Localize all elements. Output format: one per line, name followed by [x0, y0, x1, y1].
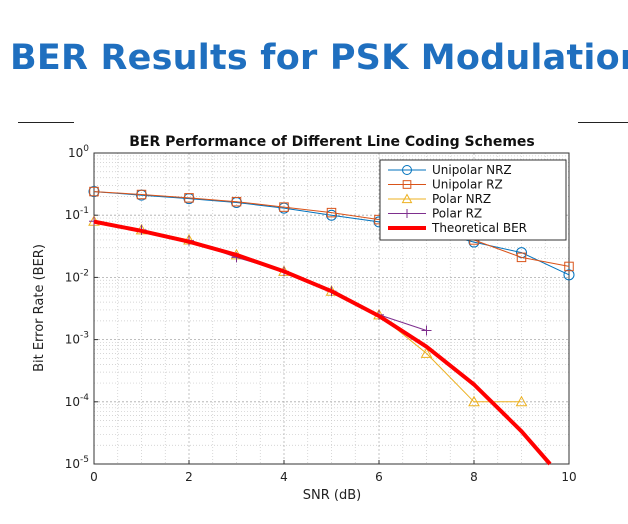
legend-item: Unipolar NRZ — [388, 163, 512, 177]
plot-frame — [93, 152, 570, 465]
y-tick-label: 10-5 — [65, 455, 89, 471]
y-tick-label: 100 — [68, 144, 89, 160]
legend-label: Theoretical BER — [431, 221, 527, 235]
title-divider-right — [578, 122, 628, 123]
data-point — [515, 395, 528, 407]
data-point — [564, 261, 574, 272]
y-tick-label: 10-4 — [65, 393, 90, 409]
x-axis-label: SNR (dB) — [303, 488, 361, 503]
x-tick-label: 4 — [280, 470, 288, 484]
ticks: 0 2 4 6 8 10 100 10-1 10-2 10-3 10-4 10-5 — [65, 144, 577, 484]
data-point — [420, 347, 433, 358]
legend-item: Theoretical BER — [388, 221, 527, 235]
data-point — [468, 395, 480, 407]
legend-item: Unipolar RZ — [388, 178, 503, 192]
series-unipolar-rz — [89, 186, 574, 272]
series-group — [88, 186, 575, 466]
series-line — [93, 191, 570, 267]
legend-item: Polar NRZ — [388, 192, 491, 206]
data-point — [402, 180, 412, 189]
data-point — [516, 252, 527, 263]
legend-label: Polar RZ — [432, 207, 482, 221]
x-tick-label: 8 — [470, 470, 478, 484]
legend-item: Polar RZ — [388, 207, 482, 221]
data-point — [402, 165, 412, 175]
title-divider — [18, 122, 74, 123]
y-tick-label: 10-1 — [65, 206, 89, 222]
y-tick-label: 10-2 — [65, 268, 89, 284]
data-point — [89, 186, 99, 197]
legend-label: Unipolar NRZ — [432, 163, 512, 177]
data-point — [421, 325, 432, 336]
data-point — [326, 207, 337, 218]
y-axis-label: Bit Error Rate (BER) — [32, 244, 47, 372]
data-point — [136, 189, 147, 200]
data-point — [279, 202, 289, 212]
series-line — [93, 220, 522, 403]
chart-title: BER Performance of Different Line Coding… — [129, 134, 535, 150]
data-point — [231, 196, 242, 207]
series-line — [93, 219, 552, 466]
series-theoretical-ber — [93, 219, 552, 466]
series-polar-nrz — [88, 215, 528, 407]
data-point — [563, 269, 575, 281]
slide-title: BER Results for PSK Modulation — [10, 38, 628, 78]
x-tick-label: 10 — [561, 470, 576, 484]
data-point — [402, 209, 412, 218]
y-tick-label: 10-3 — [65, 331, 89, 347]
legend-label: Unipolar RZ — [432, 178, 503, 192]
x-tick-label: 6 — [375, 470, 383, 484]
legend-label: Polar NRZ — [432, 192, 491, 206]
x-tick-label: 0 — [90, 470, 98, 484]
data-point — [401, 193, 413, 204]
data-point — [326, 209, 337, 221]
data-point — [184, 193, 194, 203]
x-tick-label: 2 — [185, 470, 193, 484]
